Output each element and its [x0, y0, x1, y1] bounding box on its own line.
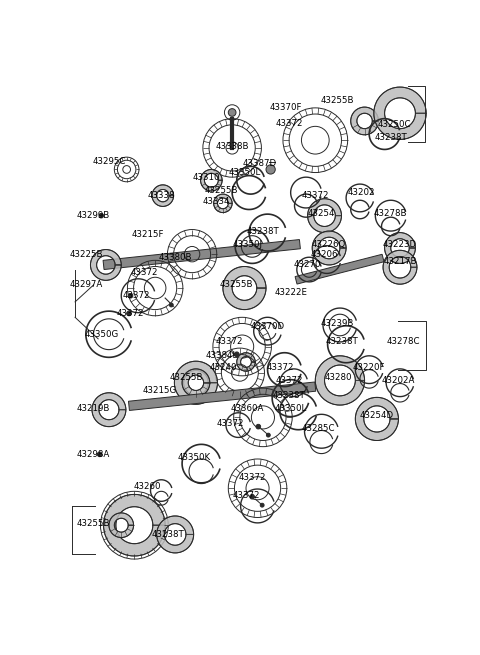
Polygon shape	[351, 107, 378, 135]
Text: 43350L: 43350L	[228, 168, 261, 177]
Polygon shape	[223, 267, 266, 310]
Text: 43297A: 43297A	[69, 280, 102, 290]
Polygon shape	[182, 369, 210, 397]
Text: 43217B: 43217B	[383, 257, 417, 267]
Text: 43350J: 43350J	[232, 240, 263, 249]
Text: 43226Q: 43226Q	[312, 240, 346, 249]
Polygon shape	[295, 254, 384, 284]
Text: 43215F: 43215F	[131, 230, 164, 238]
Text: 43239B: 43239B	[320, 319, 354, 328]
Text: 43370D: 43370D	[251, 322, 285, 331]
Text: 43238T: 43238T	[374, 132, 407, 141]
Text: 43372: 43372	[117, 309, 144, 318]
Polygon shape	[129, 382, 316, 411]
Polygon shape	[384, 233, 415, 263]
Polygon shape	[308, 198, 341, 233]
Polygon shape	[312, 231, 346, 265]
Circle shape	[266, 165, 275, 174]
Text: 43372: 43372	[123, 291, 150, 300]
Circle shape	[99, 214, 104, 218]
Text: 43372: 43372	[301, 191, 329, 200]
Text: 43219B: 43219B	[77, 403, 110, 413]
Text: 43255B: 43255B	[204, 186, 238, 195]
Polygon shape	[214, 194, 232, 213]
Polygon shape	[104, 495, 165, 556]
Circle shape	[256, 424, 261, 429]
Polygon shape	[92, 393, 126, 426]
Polygon shape	[237, 353, 255, 371]
Text: 43238T: 43238T	[325, 337, 358, 346]
Polygon shape	[90, 250, 121, 280]
Text: 43298A: 43298A	[77, 450, 110, 459]
Polygon shape	[315, 356, 365, 405]
Text: 43238T: 43238T	[273, 391, 305, 400]
Text: 43338B: 43338B	[216, 142, 249, 151]
Polygon shape	[201, 170, 222, 191]
Text: 43372: 43372	[266, 363, 294, 372]
Circle shape	[127, 311, 131, 316]
Circle shape	[250, 495, 254, 499]
Circle shape	[97, 452, 102, 457]
Circle shape	[266, 433, 270, 437]
Text: 43384L: 43384L	[205, 351, 238, 360]
Circle shape	[228, 109, 236, 117]
Text: 43350K: 43350K	[177, 453, 210, 462]
Text: 43334: 43334	[203, 197, 230, 206]
Text: 43372: 43372	[216, 337, 243, 346]
Text: 43380B: 43380B	[158, 253, 192, 262]
Polygon shape	[174, 361, 217, 404]
Text: 43387D: 43387D	[243, 159, 277, 168]
Text: 43255B: 43255B	[169, 373, 203, 382]
Text: 43240: 43240	[209, 363, 237, 372]
Text: 43372: 43372	[131, 268, 158, 277]
Text: 43280: 43280	[324, 373, 352, 382]
Text: 43220F: 43220F	[353, 363, 385, 372]
Text: 43350G: 43350G	[84, 329, 119, 339]
Text: 43254: 43254	[308, 209, 335, 218]
Circle shape	[169, 303, 173, 307]
Text: 43372: 43372	[232, 491, 260, 500]
Text: 43202: 43202	[348, 188, 375, 197]
Polygon shape	[152, 185, 174, 206]
Text: 43260: 43260	[134, 482, 161, 491]
Text: 43310: 43310	[192, 173, 220, 181]
Text: 43360A: 43360A	[231, 403, 264, 413]
Text: 43255B: 43255B	[220, 280, 253, 290]
Polygon shape	[109, 513, 133, 538]
Text: 43223D: 43223D	[383, 240, 417, 249]
Text: 43250C: 43250C	[377, 121, 410, 129]
Text: 43350L: 43350L	[275, 403, 307, 413]
Polygon shape	[383, 250, 417, 284]
Polygon shape	[374, 87, 426, 140]
Text: 43278C: 43278C	[386, 337, 420, 346]
Text: 43238T: 43238T	[151, 530, 184, 539]
Text: 43278B: 43278B	[374, 209, 408, 218]
Text: 43225B: 43225B	[69, 250, 103, 259]
Text: 43285C: 43285C	[301, 424, 335, 434]
Text: 43299B: 43299B	[77, 211, 110, 220]
Text: 43370F: 43370F	[270, 103, 302, 113]
Text: 43222E: 43222E	[274, 288, 307, 297]
Circle shape	[128, 293, 133, 298]
Text: 43238T: 43238T	[247, 227, 279, 236]
Text: 43206: 43206	[311, 250, 338, 259]
Polygon shape	[156, 516, 193, 553]
Text: 43338: 43338	[147, 191, 175, 200]
Text: 43372: 43372	[276, 119, 303, 128]
Text: 43372: 43372	[217, 419, 244, 428]
Circle shape	[260, 503, 264, 507]
Text: 43255B: 43255B	[320, 96, 354, 105]
Text: 43372: 43372	[239, 473, 266, 482]
Text: 43254D: 43254D	[360, 411, 394, 421]
Polygon shape	[355, 398, 398, 441]
Text: 43372: 43372	[276, 376, 303, 385]
Circle shape	[234, 352, 239, 356]
Text: 43215G: 43215G	[143, 386, 177, 395]
Text: 43295C: 43295C	[92, 157, 126, 166]
Polygon shape	[103, 240, 300, 270]
Text: 43270: 43270	[294, 261, 321, 269]
Text: 43202A: 43202A	[382, 376, 415, 385]
Text: 43255B: 43255B	[77, 519, 110, 528]
